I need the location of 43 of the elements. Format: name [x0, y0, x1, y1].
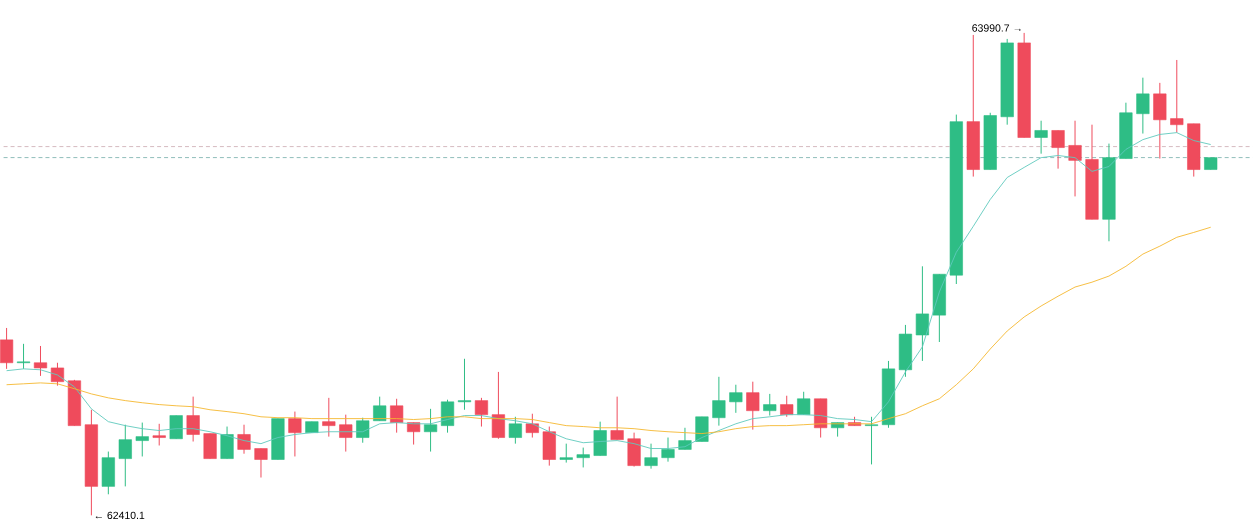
candlestick — [288, 410, 302, 457]
candlestick — [118, 424, 132, 487]
candlestick — [491, 371, 505, 440]
candlestick — [322, 397, 336, 437]
candlestick — [152, 423, 166, 446]
candlestick — [576, 446, 590, 468]
candlestick — [373, 396, 387, 422]
candlestick — [169, 414, 183, 440]
candlestick — [1170, 59, 1184, 133]
candlestick — [746, 381, 760, 430]
candlestick — [474, 397, 489, 427]
candlestick — [729, 384, 743, 414]
candlestick — [1034, 120, 1048, 155]
candlestick — [186, 396, 200, 442]
candlestick — [644, 443, 658, 470]
candlestick — [440, 399, 455, 434]
candlestick — [610, 396, 624, 441]
candlestick — [407, 421, 421, 445]
candlestick — [525, 413, 539, 438]
candlestick — [1068, 120, 1082, 197]
candlestick — [33, 345, 48, 377]
candlestick — [1051, 129, 1065, 169]
candlestick — [780, 395, 794, 418]
candlestick — [254, 447, 268, 478]
candlestick — [915, 265, 929, 362]
candlestick — [864, 416, 879, 465]
candlestick — [135, 421, 149, 457]
candlestick — [0, 327, 14, 370]
candlestick — [390, 398, 404, 434]
candlestick — [559, 443, 573, 463]
candlestick — [339, 414, 353, 452]
candlestick — [508, 416, 522, 444]
candlestick — [712, 376, 726, 426]
annotation: ← 62410.1 — [95, 511, 145, 519]
candlestick — [424, 408, 438, 452]
candlestick — [457, 358, 472, 411]
candlestick — [763, 393, 777, 416]
candlestick — [237, 424, 251, 455]
candlestick — [661, 436, 675, 463]
candlestick — [356, 417, 370, 444]
text: 63990.7 → — [972, 24, 1021, 32]
candlestick — [1136, 77, 1150, 134]
candlestick — [16, 343, 31, 370]
